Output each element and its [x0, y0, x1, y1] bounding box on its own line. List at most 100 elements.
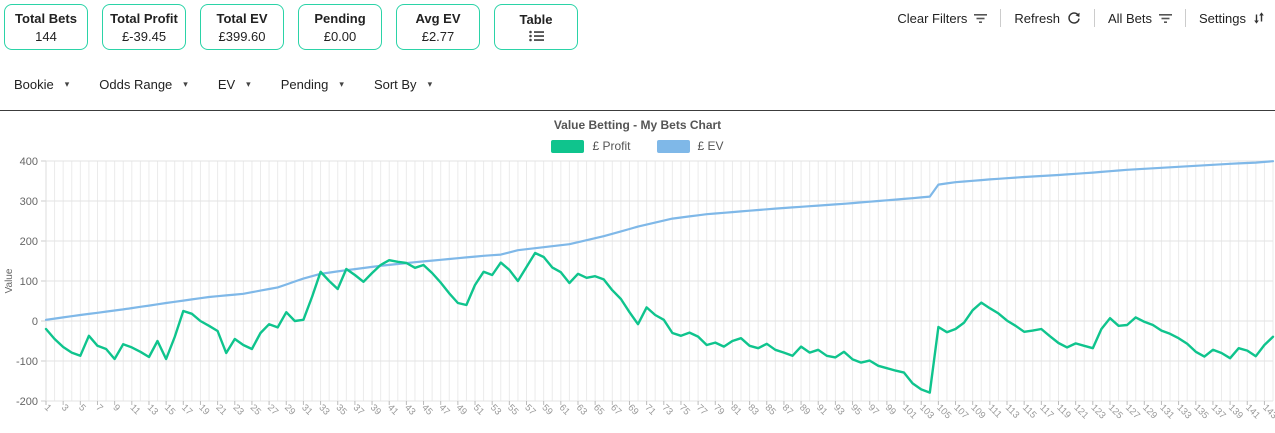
sort-down-up-icon — [1253, 11, 1265, 25]
sort-by-dropdown-label: Sort By — [373, 77, 417, 92]
legend-item-ev[interactable]: £ EV — [656, 139, 724, 153]
card-value: £2.77 — [421, 28, 455, 44]
card-avg-ev: Avg EV £2.77 — [396, 4, 480, 50]
svg-text:49: 49 — [454, 402, 469, 417]
filter-icon — [974, 13, 988, 24]
chart-title: Value Betting - My Bets Chart — [553, 118, 722, 132]
svg-text:123: 123 — [1089, 402, 1108, 421]
svg-text:7: 7 — [93, 402, 105, 414]
refresh-icon — [1067, 11, 1081, 25]
ev-line — [44, 160, 1275, 321]
svg-text:87: 87 — [780, 402, 795, 417]
svg-text:47: 47 — [437, 402, 452, 417]
svg-text:63: 63 — [574, 402, 589, 417]
pending-dropdown[interactable]: Pending ▾ — [281, 77, 344, 92]
svg-text:93: 93 — [831, 402, 846, 417]
ev-dropdown[interactable]: EV ▾ — [218, 77, 251, 92]
svg-text:107: 107 — [951, 402, 970, 421]
svg-text:19: 19 — [196, 402, 211, 417]
svg-text:117: 117 — [1037, 402, 1055, 420]
svg-text:35: 35 — [334, 402, 349, 417]
svg-text:77: 77 — [694, 402, 709, 417]
svg-text:133: 133 — [1174, 402, 1193, 421]
sort-by-dropdown[interactable]: Sort By ▾ — [374, 77, 432, 92]
toolbar: Clear Filters Refresh All Bets — [897, 9, 1265, 27]
svg-text:111: 111 — [986, 402, 1004, 420]
svg-text:115: 115 — [1020, 402, 1038, 420]
toolbar-separator — [1093, 9, 1095, 27]
toolbar-separator — [1185, 9, 1187, 27]
svg-text:55: 55 — [505, 402, 520, 417]
section-divider — [0, 110, 1275, 111]
bookie-dropdown-label: Bookie — [14, 77, 54, 92]
svg-text:300: 300 — [20, 196, 38, 208]
chevron-down-icon: ▾ — [64, 79, 70, 89]
svg-text:81: 81 — [728, 402, 743, 417]
card-total-bets: Total Bets 144 — [4, 4, 88, 50]
svg-text:39: 39 — [368, 402, 383, 417]
svg-text:15: 15 — [162, 402, 177, 417]
settings-label: Settings — [1199, 10, 1246, 26]
odds-range-dropdown[interactable]: Odds Range ▾ — [99, 77, 188, 92]
chart-legend: £ Profit £ EV — [0, 139, 1275, 153]
all-bets-filter-button[interactable]: All Bets — [1108, 11, 1173, 26]
svg-text:200: 200 — [20, 236, 38, 248]
svg-text:75: 75 — [677, 402, 692, 417]
profit-swatch — [551, 139, 585, 153]
card-pending: Pending £0.00 — [298, 4, 382, 50]
card-label: Table — [519, 12, 553, 27]
svg-text:1: 1 — [42, 402, 54, 414]
svg-text:400: 400 — [20, 156, 38, 168]
svg-text:139: 139 — [1226, 402, 1245, 421]
chevron-down-icon: ▾ — [246, 79, 251, 89]
legend-label: £ Profit — [592, 139, 631, 153]
legend-item-profit[interactable]: £ Profit — [551, 139, 631, 153]
table-view-button[interactable]: Table — [494, 4, 578, 50]
svg-text:-200: -200 — [16, 396, 38, 408]
svg-text:131: 131 — [1157, 402, 1176, 421]
svg-text:89: 89 — [797, 402, 812, 417]
pending-dropdown-label: Pending — [280, 77, 329, 92]
card-value: £-39.45 — [121, 28, 167, 44]
svg-text:45: 45 — [419, 402, 434, 417]
svg-text:17: 17 — [179, 402, 194, 417]
svg-text:73: 73 — [660, 402, 675, 417]
svg-text:85: 85 — [763, 402, 778, 417]
svg-text:29: 29 — [282, 402, 297, 417]
card-value: £399.60 — [218, 28, 266, 44]
svg-text:69: 69 — [625, 402, 640, 417]
svg-text:59: 59 — [540, 402, 555, 417]
ev-swatch — [656, 139, 690, 153]
legend-label: £ EV — [697, 139, 724, 153]
profit-line — [44, 251, 1275, 394]
card-value: £0.00 — [323, 28, 357, 44]
odds-range-dropdown-label: Odds Range — [99, 77, 173, 92]
refresh-button[interactable]: Refresh — [1014, 11, 1081, 26]
svg-text:13: 13 — [145, 402, 160, 417]
card-label: Pending — [314, 10, 366, 26]
svg-text:129: 129 — [1140, 402, 1159, 421]
svg-text:141: 141 — [1243, 402, 1262, 421]
svg-text:33: 33 — [316, 402, 331, 417]
card-label: Total EV — [216, 10, 268, 26]
chevron-down-icon: ▾ — [183, 79, 188, 89]
bulleted-list-icon — [528, 30, 544, 42]
svg-text:99: 99 — [883, 402, 898, 417]
bookie-dropdown[interactable]: Bookie ▾ — [14, 77, 69, 92]
svg-text:135: 135 — [1192, 402, 1211, 421]
clear-filters-button[interactable]: Clear Filters — [897, 11, 988, 26]
svg-text:-100: -100 — [16, 356, 38, 368]
svg-text:67: 67 — [608, 402, 623, 417]
filter-icon — [1159, 13, 1173, 24]
y-axis-title: Value — [4, 268, 15, 293]
svg-text:53: 53 — [488, 402, 503, 417]
chevron-down-icon: ▾ — [427, 79, 433, 89]
filter-row: Bookie ▾ Odds Range ▾ EV ▾ Pending ▾ Sor… — [14, 77, 432, 92]
svg-text:0: 0 — [32, 316, 38, 328]
svg-text:127: 127 — [1123, 402, 1142, 421]
settings-button[interactable]: Settings — [1199, 11, 1265, 26]
toolbar-separator — [1000, 9, 1002, 27]
chevron-down-icon: ▾ — [339, 79, 344, 89]
